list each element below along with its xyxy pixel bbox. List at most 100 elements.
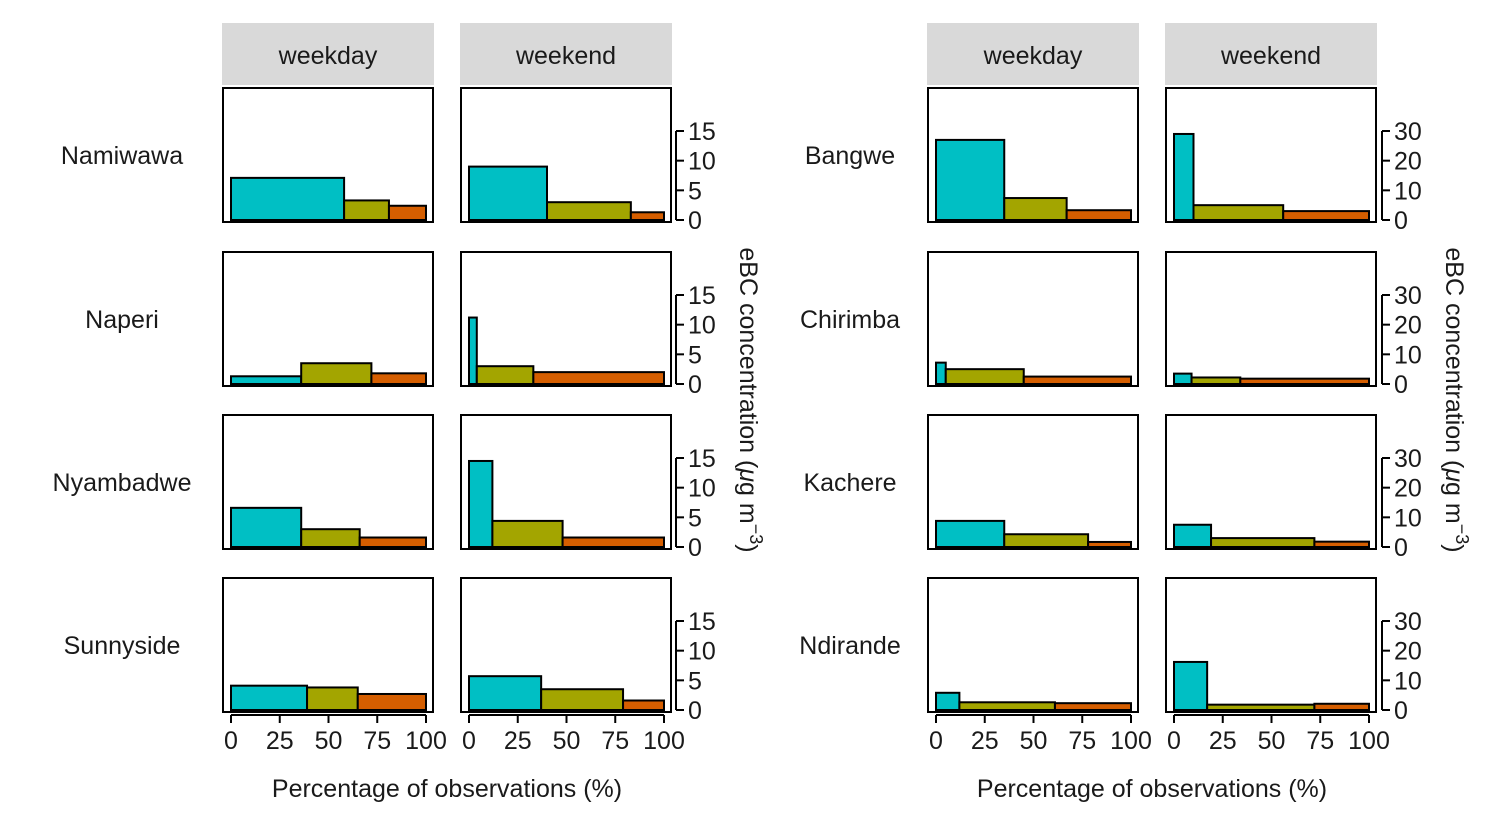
y-tick-label: 0 — [1394, 697, 1408, 725]
y-tick-label: 0 — [1394, 207, 1408, 235]
panel-namiwawa-weekend — [460, 87, 672, 223]
panel-border — [1165, 251, 1377, 387]
row-label: Chirimba — [800, 306, 900, 334]
row-label: Bangwe — [805, 142, 895, 170]
bar — [1173, 132, 1195, 221]
y-tick-label: 5 — [688, 341, 702, 369]
bar — [1087, 540, 1133, 548]
bar — [1065, 209, 1132, 221]
panel-border — [460, 87, 672, 223]
y-tick-label: 30 — [1394, 282, 1422, 310]
y-tick-label: 20 — [1394, 148, 1422, 176]
facet-strip-weekend — [460, 23, 672, 85]
x-axis-weekday: 0 25 50 75 100 — [224, 714, 447, 755]
bar — [1313, 540, 1370, 549]
panel-sunnyside-weekend — [460, 577, 672, 713]
bar — [491, 519, 564, 548]
row-label: Nyambadwe — [53, 469, 192, 497]
y-tick-label: 10 — [688, 312, 716, 340]
bar — [1206, 703, 1316, 712]
bar — [1190, 376, 1242, 386]
bar — [468, 165, 548, 221]
y-tick-label: 10 — [688, 148, 716, 176]
bar — [958, 701, 1056, 711]
x-tick-label: 50 — [553, 727, 581, 755]
x-tick-label: 0 — [1167, 727, 1181, 755]
bar — [935, 519, 1006, 548]
panel-border — [1165, 577, 1377, 713]
bar — [935, 138, 1006, 221]
y-tick-label: 15 — [688, 608, 716, 636]
bar — [475, 365, 535, 385]
panel-ndirande-weekday — [927, 577, 1139, 713]
x-tick-label: 50 — [1020, 727, 1048, 755]
bar — [230, 375, 303, 385]
bar — [1192, 204, 1285, 221]
row-label: Naperi — [85, 306, 159, 334]
bar — [370, 372, 427, 385]
y-tick-label: 30 — [1394, 445, 1422, 473]
bar — [300, 362, 373, 385]
y-tick-label: 30 — [1394, 118, 1422, 146]
bar — [230, 506, 303, 548]
bar — [629, 211, 666, 221]
row-label: Namiwawa — [61, 142, 183, 170]
y-tick-label: 10 — [1394, 667, 1422, 695]
y-tick-label: 0 — [688, 534, 702, 562]
bar — [468, 316, 478, 385]
panel-namiwawa-weekday — [222, 87, 434, 223]
chart-group-1: weekday weekendNamiwawa051015Naperi051015… — [53, 23, 766, 803]
y-tick-label: 15 — [688, 445, 716, 473]
panel-border — [460, 251, 672, 387]
y-tick-label: 0 — [688, 697, 702, 725]
y-axis-title-unit: g m — [734, 482, 762, 524]
panel-sunnyside-weekday — [222, 577, 434, 713]
y-axis-title-main: eBC concentration ( — [734, 247, 762, 469]
bar — [944, 368, 1025, 385]
y-tick-label: 20 — [1394, 312, 1422, 340]
facet-strip-weekend — [1165, 23, 1377, 85]
panel-border — [222, 251, 434, 387]
bar — [468, 675, 543, 711]
x-tick-label: 100 — [1110, 727, 1152, 755]
bar — [1173, 523, 1213, 548]
panel-border — [460, 414, 672, 550]
facet-strip-label-weekend: weekend — [1220, 42, 1321, 70]
bar — [540, 688, 625, 711]
panel-nyambadwe-weekday — [222, 414, 434, 550]
bar — [300, 528, 361, 548]
y-tick-label: 10 — [688, 638, 716, 666]
y-axis-title-main: eBC concentration ( — [1440, 247, 1468, 469]
y-tick-label: 30 — [1394, 608, 1422, 636]
y-axis-title-sup: −3 — [746, 524, 766, 545]
panel-border — [927, 577, 1139, 713]
y-tick-label: 10 — [1394, 504, 1422, 532]
bar — [468, 459, 494, 548]
y-tick-label: 0 — [1394, 534, 1408, 562]
y-tick-label: 20 — [1394, 638, 1422, 666]
y-tick-label: 0 — [688, 371, 702, 399]
row-label: Ndirande — [799, 632, 900, 660]
facet-strip-label-weekday: weekday — [983, 42, 1083, 70]
panel-kachere-weekend — [1165, 414, 1377, 550]
bar — [622, 699, 666, 712]
y-tick-label: 20 — [1394, 475, 1422, 503]
bar — [1313, 702, 1370, 711]
bar — [230, 684, 309, 711]
panel-bangwe-weekday — [927, 87, 1139, 223]
x-axis-title: Percentage of observations (%) — [272, 775, 622, 803]
y-axis-title-close: ) — [734, 544, 762, 552]
bar — [1210, 537, 1316, 548]
x-tick-label: 75 — [363, 727, 391, 755]
panel-border — [927, 251, 1139, 387]
chart-group-2: weekday weekendBangwe0102030Chirimba01020… — [799, 23, 1472, 803]
x-tick-label: 75 — [1306, 727, 1334, 755]
bar — [356, 692, 427, 712]
x-axis-weekend: 0 25 50 75 100 — [1167, 714, 1390, 755]
bar — [1003, 533, 1090, 548]
bar — [343, 199, 390, 221]
